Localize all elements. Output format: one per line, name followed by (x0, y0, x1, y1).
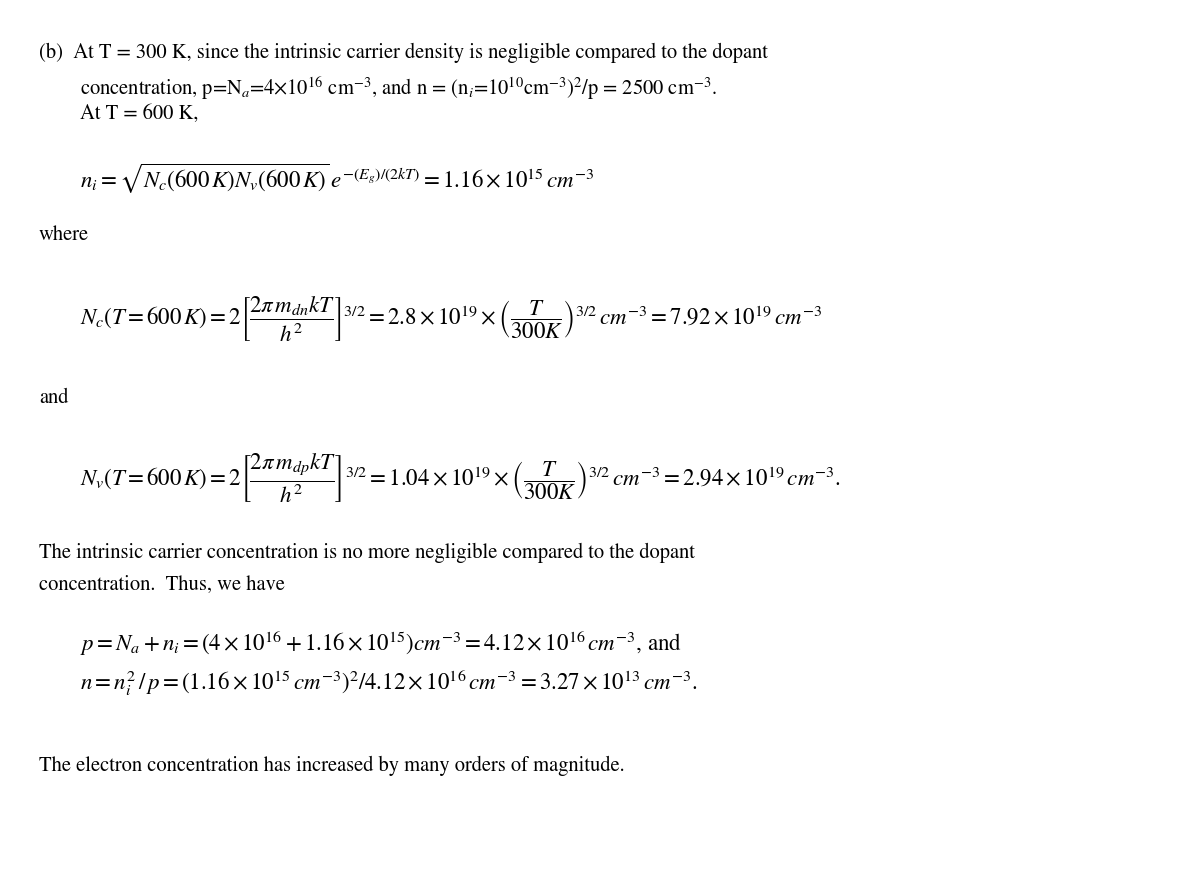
Text: concentration, p=N$_a$=4$\times$10$^{16}$ cm$^{-3}$, and n = (n$_i$=10$^{10}$cm$: concentration, p=N$_a$=4$\times$10$^{16}… (80, 74, 717, 102)
Text: where: where (39, 225, 90, 245)
Text: $p = N_a+n_i = \left(4\times10^{16}+1.16\times10^{15}\right)cm^{-3} = 4.12\times: $p = N_a+n_i = \left(4\times10^{16}+1.16… (80, 627, 683, 657)
Text: $n_i = \sqrt{N_c(600\,K)N_v(600\,K)}\,e^{-(E_g)/(2kT)} = 1.16\times10^{15}\,cm^{: $n_i = \sqrt{N_c(600\,K)N_v(600\,K)}\,e^… (80, 161, 594, 196)
Text: $N_c(T=600\,K) = 2\left[\dfrac{2\pi\,m_{dn}kT}{h^2}\right]^{3/2} = 2.8\times10^{: $N_c(T=600\,K) = 2\left[\dfrac{2\pi\,m_{… (80, 294, 822, 344)
Text: (b)  At T = 300 K, since the intrinsic carrier density is negligible compared to: (b) At T = 300 K, since the intrinsic ca… (39, 43, 768, 63)
Text: At T = 600 K,: At T = 600 K, (80, 105, 198, 124)
Text: concentration.  Thus, we have: concentration. Thus, we have (39, 574, 285, 594)
Text: and: and (39, 388, 68, 408)
Text: $n = n_i^2\,/\,p = \left(1.16\times10^{15}\,cm^{-3}\right)^2/4.12\times10^{16}\,: $n = n_i^2\,/\,p = \left(1.16\times10^{1… (80, 666, 698, 696)
Text: The intrinsic carrier concentration is no more negligible compared to the dopant: The intrinsic carrier concentration is n… (39, 542, 694, 563)
Text: The electron concentration has increased by many orders of magnitude.: The electron concentration has increased… (39, 755, 625, 775)
Text: $N_v(T=600\,K) = 2\left[\dfrac{2\pi\,m_{dp}kT}{h^2}\right]^{3/2} = 1.04\times10^: $N_v(T=600\,K) = 2\left[\dfrac{2\pi\,m_{… (80, 452, 842, 505)
